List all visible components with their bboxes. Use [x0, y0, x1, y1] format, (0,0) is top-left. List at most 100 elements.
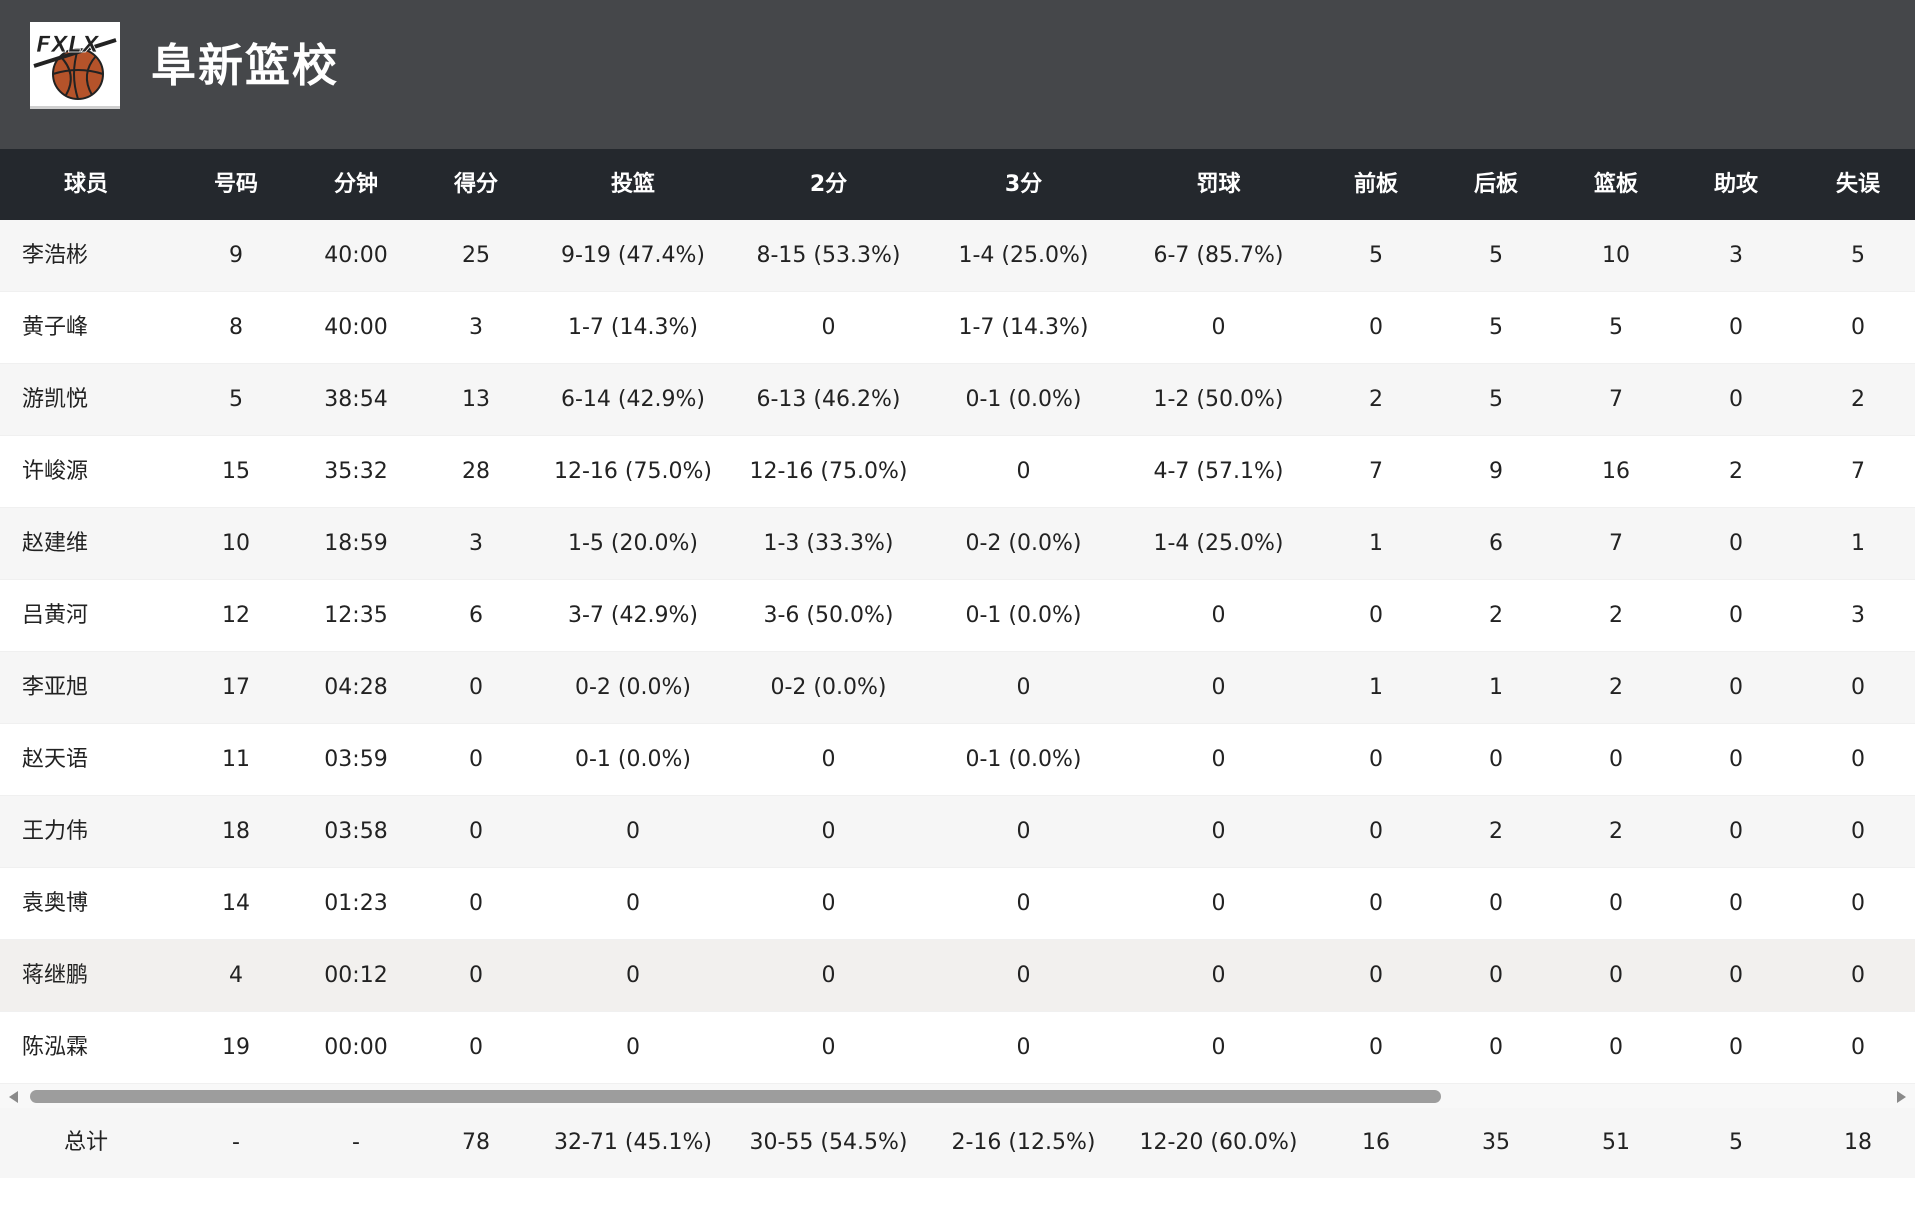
table-row: 袁奥博 14 01:23 0 0 0 0 0 0 0 0 0 0: [0, 868, 1915, 940]
stat-cell: 04:28: [324, 674, 388, 700]
stat-cell: 5: [229, 386, 243, 412]
stat-cell: 0: [1369, 962, 1383, 988]
stat-cell: 0: [1729, 962, 1743, 988]
stat-cell: 0: [821, 818, 836, 844]
stat-cell: 0: [469, 746, 483, 772]
total-cell: 18: [1844, 1130, 1872, 1155]
stat-cell: 1-3 (33.3%): [763, 530, 894, 556]
stat-cell: 0: [626, 962, 640, 988]
table-row: 赵天语 11 03:59 0 0-1 (0.0%) 0 0-1 (0.0%) 0 0 0 0 0 0: [0, 724, 1915, 796]
stat-cell: 12: [222, 602, 250, 628]
total-cell: -: [232, 1130, 240, 1155]
stat-cell: 28: [462, 458, 490, 484]
player-name: 许峻源: [22, 458, 89, 484]
stat-cell: 1-5 (20.0%): [568, 530, 698, 556]
stat-cell: 2: [1609, 602, 1623, 628]
player-name: 吕黄河: [22, 602, 89, 628]
stat-cell: 9: [1489, 458, 1503, 484]
total-cell: 5: [1729, 1130, 1743, 1155]
stat-cell: 0: [1729, 890, 1743, 916]
column-header: 篮板: [1593, 171, 1638, 197]
stat-cell: 7: [1369, 458, 1383, 484]
stat-cell: 0: [1729, 818, 1743, 844]
stat-cell: 0: [1489, 962, 1503, 988]
stat-cell: 0: [1729, 602, 1743, 628]
stat-cell: 0: [821, 746, 836, 772]
stat-cell: 10: [1602, 242, 1630, 268]
table-header-row: 球员 号码 分钟 得分 投篮 2分 3分 罚球 前板 后板 篮板 助攻 失误: [0, 149, 1915, 220]
stat-cell: 16: [1602, 458, 1630, 484]
total-cell: 78: [462, 1130, 490, 1155]
stat-cell: 0: [626, 890, 640, 916]
scroll-left-arrow-icon[interactable]: [9, 1091, 18, 1103]
stat-cell: 0-2 (0.0%): [965, 530, 1082, 556]
stat-cell: 03:59: [324, 746, 388, 772]
stat-cell: 0-1 (0.0%): [965, 602, 1082, 628]
stat-cell: 11: [222, 746, 250, 772]
logo-text: FXLX: [36, 33, 100, 58]
stat-cell: 0: [1851, 746, 1865, 772]
stat-cell: 0: [1016, 674, 1031, 700]
total-cell: 2-16 (12.5%): [951, 1130, 1096, 1155]
stat-cell: 0: [469, 890, 483, 916]
stat-cell: 0-2 (0.0%): [770, 674, 887, 700]
table-row: 吕黄河 12 12:35 6 3-7 (42.9%) 3-6 (50.0%) 0-1 (0.…: [0, 580, 1915, 652]
stat-cell: 0: [1729, 674, 1743, 700]
stat-cell: 01:23: [324, 890, 388, 916]
column-header: 罚球: [1196, 171, 1241, 197]
total-cell: 51: [1602, 1130, 1630, 1155]
table-row: 李浩彬 9 40:00 25 9-19 (47.4%) 8-15 (53.3%) 1-4 (…: [0, 220, 1915, 292]
column-header: 分钟: [333, 171, 378, 197]
stat-cell: 0: [1609, 962, 1623, 988]
stat-cell: 18:59: [324, 530, 388, 556]
stat-cell: 2: [1369, 386, 1383, 412]
team-header: FXLX 阜新篮校: [0, 0, 1915, 149]
stat-cell: 35:32: [324, 458, 388, 484]
table-row: 游凯悦 5 38:54 13 6-14 (42.9%) 6-13 (46.2%) 0-1 (…: [0, 364, 1915, 436]
stat-cell: 00:12: [324, 962, 388, 988]
stat-cell: 7: [1851, 458, 1865, 484]
stat-cell: 38:54: [324, 386, 388, 412]
stat-cell: 0: [469, 674, 483, 700]
stat-cell: 1-7 (14.3%): [568, 314, 698, 340]
stat-cell: 0: [1016, 818, 1031, 844]
table-row: 赵建维 10 18:59 3 1-5 (20.0%) 1-3 (33.3%) 0-2 (0.…: [0, 508, 1915, 580]
stat-cell: 25: [462, 242, 490, 268]
stat-cell: 0: [1369, 602, 1383, 628]
stat-cell: 3-6 (50.0%): [763, 602, 894, 628]
stat-cell: 4-7 (57.1%): [1153, 458, 1284, 484]
horizontal-scrollbar[interactable]: [0, 1084, 1915, 1108]
scrollbar-thumb[interactable]: [30, 1090, 1441, 1103]
stat-cell: 8: [229, 314, 243, 340]
basketball-icon: FXLX: [33, 33, 117, 100]
total-cell: 12-20 (60.0%): [1139, 1130, 1298, 1155]
stat-cell: 8-15 (53.3%): [756, 242, 901, 268]
stat-cell: 0: [1489, 1034, 1503, 1060]
column-header: 前板: [1353, 171, 1398, 197]
stat-cell: 0: [1489, 890, 1503, 916]
stat-cell: 0: [1211, 890, 1226, 916]
stat-cell: 0-1 (0.0%): [575, 746, 691, 772]
player-name: 游凯悦: [22, 386, 89, 412]
stat-cell: 0: [1211, 602, 1226, 628]
scroll-right-arrow-icon[interactable]: [1897, 1091, 1906, 1103]
player-name: 陈泓霖: [22, 1034, 89, 1060]
stat-cell: 12:35: [324, 602, 388, 628]
stat-cell: 4: [229, 962, 243, 988]
stat-cell: 3: [469, 530, 483, 556]
stat-cell: 0: [1211, 1034, 1226, 1060]
stat-cell: 6: [469, 602, 483, 628]
stat-cell: 5: [1489, 242, 1503, 268]
stat-cell: 40:00: [324, 242, 388, 268]
table-body: 李浩彬 9 40:00 25 9-19 (47.4%) 8-15 (53.3%) 1-4 (…: [0, 220, 1915, 1084]
stat-cell: 1-4 (25.0%): [958, 242, 1089, 268]
stat-cell: 5: [1609, 314, 1623, 340]
total-cell: 30-55 (54.5%): [749, 1130, 908, 1155]
stat-cell: 0: [1369, 818, 1383, 844]
stat-cell: 0: [1609, 746, 1623, 772]
stat-cell: 0: [821, 1034, 836, 1060]
stat-cell: 0: [1729, 1034, 1743, 1060]
stat-cell: 7: [1609, 386, 1623, 412]
stat-cell: 0: [1211, 746, 1226, 772]
stat-cell: 5: [1851, 242, 1865, 268]
